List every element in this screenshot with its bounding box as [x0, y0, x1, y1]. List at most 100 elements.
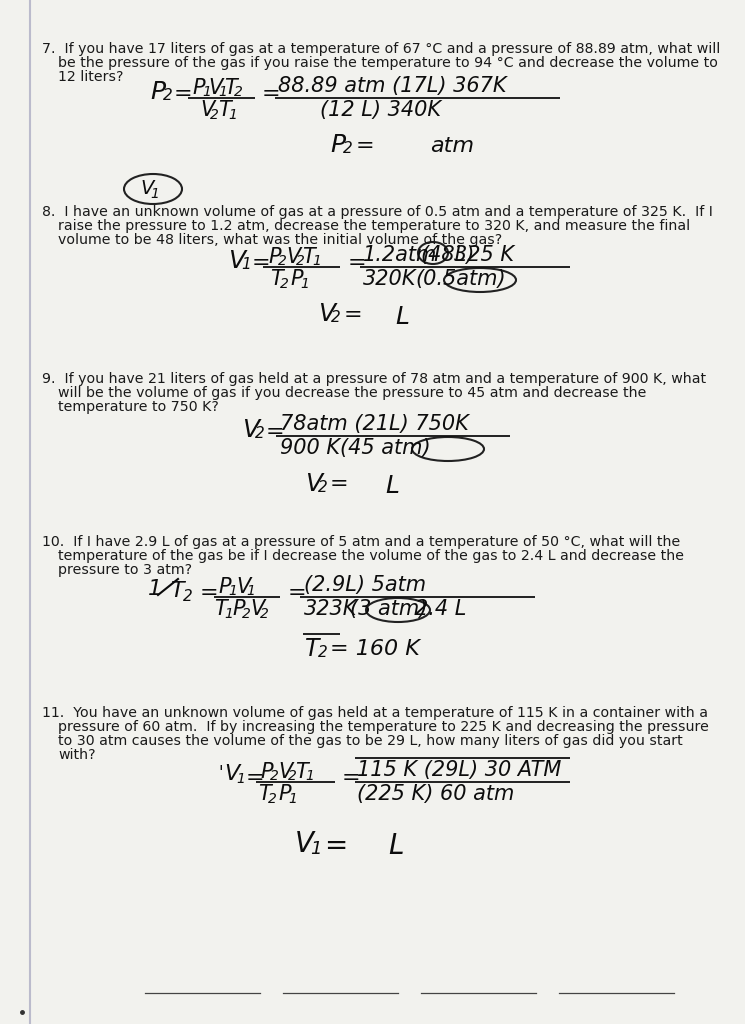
Text: P: P — [260, 762, 273, 782]
Text: P: P — [330, 133, 345, 157]
Text: 1: 1 — [305, 769, 314, 783]
Text: 2: 2 — [318, 645, 328, 660]
Text: (45 atm): (45 atm) — [340, 438, 431, 458]
Text: 11.  You have an unknown volume of gas held at a temperature of 115 K in a conta: 11. You have an unknown volume of gas he… — [42, 706, 708, 720]
Text: T: T — [218, 100, 231, 120]
Text: 2: 2 — [331, 310, 340, 325]
Text: 2: 2 — [318, 480, 328, 495]
Text: 2: 2 — [163, 88, 173, 103]
Text: 2: 2 — [288, 769, 297, 783]
Text: 1: 1 — [312, 254, 321, 268]
Text: =: = — [252, 253, 270, 273]
Text: be the pressure of the gas if you raise the temperature to 94 °C and decrease th: be the pressure of the gas if you raise … — [58, 56, 718, 70]
Text: 1: 1 — [310, 840, 322, 858]
Text: with?: with? — [58, 748, 95, 762]
Text: 2: 2 — [280, 278, 289, 291]
Text: 8.  I have an unknown volume of gas at a pressure of 0.5 atm and a temperature o: 8. I have an unknown volume of gas at a … — [42, 205, 713, 219]
Text: 2: 2 — [183, 589, 193, 604]
Text: =: = — [174, 84, 193, 104]
Text: ': ' — [218, 764, 223, 782]
Text: 1: 1 — [246, 584, 255, 598]
Text: 900 K: 900 K — [280, 438, 340, 458]
Text: =: = — [356, 136, 375, 156]
Text: =: = — [324, 831, 347, 860]
Text: (48L): (48L) — [420, 245, 475, 265]
Text: 9.  If you have 21 liters of gas held at a pressure of 78 atm and a temperature : 9. If you have 21 liters of gas held at … — [42, 372, 706, 386]
Text: T: T — [214, 599, 226, 618]
Text: 1: 1 — [228, 108, 237, 122]
Text: L: L — [388, 831, 404, 860]
Text: V: V — [295, 830, 314, 858]
Text: V: V — [305, 472, 322, 496]
Text: V: V — [140, 179, 153, 198]
Text: 320K: 320K — [363, 269, 416, 289]
Text: atm: atm — [430, 136, 474, 156]
Text: 7.  If you have 17 liters of gas at a temperature of 67 °C and a pressure of 88.: 7. If you have 17 liters of gas at a tem… — [42, 42, 720, 56]
Text: 1: 1 — [228, 584, 237, 598]
Text: 115 K (29L) 30 ATM: 115 K (29L) 30 ATM — [357, 760, 562, 780]
Text: 1: 1 — [148, 579, 162, 599]
Text: =: = — [262, 84, 281, 104]
Text: 1: 1 — [218, 85, 227, 99]
Text: 2: 2 — [242, 607, 251, 621]
Text: P: P — [192, 78, 205, 98]
Text: V: V — [286, 247, 300, 267]
Text: V: V — [208, 78, 222, 98]
Text: 1.2atm: 1.2atm — [363, 245, 437, 265]
Text: pressure to 3 atm?: pressure to 3 atm? — [58, 563, 192, 577]
Text: 10.  If I have 2.9 L of gas at a pressure of 5 atm and a temperature of 50 °C, w: 10. If I have 2.9 L of gas at a pressure… — [42, 535, 680, 549]
Text: T: T — [258, 784, 270, 804]
Text: =: = — [266, 422, 285, 442]
Text: 1: 1 — [224, 607, 233, 621]
Text: 1: 1 — [300, 278, 309, 291]
Text: 12 liters?: 12 liters? — [58, 70, 124, 84]
Text: 1: 1 — [150, 187, 159, 201]
Text: 78atm (21L) 750K: 78atm (21L) 750K — [280, 414, 469, 434]
Text: pressure of 60 atm.  If by increasing the temperature to 225 K and decreasing th: pressure of 60 atm. If by increasing the… — [58, 720, 709, 734]
Text: will be the volume of gas if you decrease the pressure to 45 atm and decrease th: will be the volume of gas if you decreas… — [58, 386, 647, 400]
Text: 2: 2 — [278, 254, 287, 268]
Text: (3 atm): (3 atm) — [350, 599, 428, 618]
Text: temperature of the gas be if I decrease the volume of the gas to 2.4 L and decre: temperature of the gas be if I decrease … — [58, 549, 684, 563]
Text: P: P — [218, 577, 231, 597]
Text: T: T — [305, 637, 320, 662]
Text: 2: 2 — [255, 426, 264, 441]
Text: =: = — [348, 253, 367, 273]
Text: (2.9L) 5atm: (2.9L) 5atm — [304, 575, 426, 595]
Text: =: = — [330, 474, 349, 494]
Text: 1: 1 — [288, 792, 297, 806]
Text: V: V — [224, 764, 239, 784]
Text: to 30 atm causes the volume of the gas to be 29 L, how many liters of gas did yo: to 30 atm causes the volume of the gas t… — [58, 734, 682, 748]
Text: T: T — [302, 247, 314, 267]
Text: = 160 K: = 160 K — [330, 639, 420, 659]
Text: =: = — [344, 305, 363, 325]
Text: L: L — [385, 474, 399, 498]
Text: 2: 2 — [210, 108, 219, 122]
Text: 88.89 atm (17L) 367K: 88.89 atm (17L) 367K — [278, 76, 507, 96]
Text: T: T — [295, 762, 308, 782]
Text: 325 K: 325 K — [454, 245, 514, 265]
Text: 2: 2 — [296, 254, 305, 268]
Text: 2.4 L: 2.4 L — [415, 599, 466, 618]
Text: P: P — [278, 784, 291, 804]
Text: temperature to 750 K?: temperature to 750 K? — [58, 400, 219, 414]
Text: 2: 2 — [270, 769, 279, 783]
Text: 1: 1 — [236, 772, 245, 786]
Text: =: = — [246, 768, 264, 788]
Text: V: V — [278, 762, 292, 782]
Text: T: T — [170, 581, 183, 601]
Text: P: P — [268, 247, 281, 267]
Text: V: V — [318, 302, 335, 326]
Text: V: V — [236, 577, 250, 597]
Text: raise the pressure to 1.2 atm, decrease the temperature to 320 K, and measure th: raise the pressure to 1.2 atm, decrease … — [58, 219, 690, 233]
Text: 2: 2 — [268, 792, 277, 806]
Text: 2: 2 — [343, 141, 352, 156]
Text: T: T — [270, 269, 283, 289]
Text: =: = — [200, 583, 218, 603]
Text: P: P — [232, 599, 244, 618]
Text: L: L — [395, 305, 409, 329]
Text: 1: 1 — [202, 85, 211, 99]
Text: V: V — [250, 599, 264, 618]
Text: volume to be 48 liters, what was the initial volume of the gas?: volume to be 48 liters, what was the ini… — [58, 233, 502, 247]
Text: =: = — [342, 768, 361, 788]
